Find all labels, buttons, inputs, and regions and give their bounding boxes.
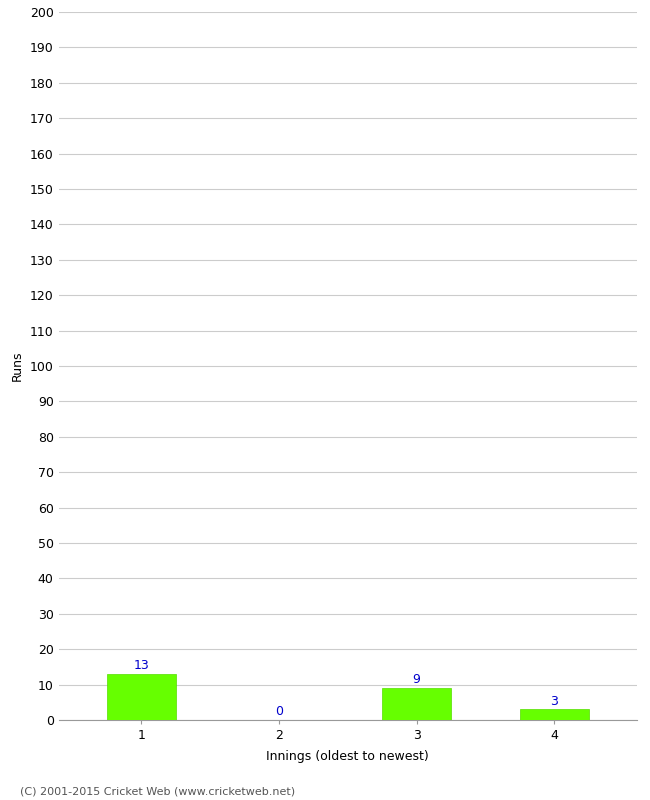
Text: 9: 9	[413, 674, 421, 686]
Text: 0: 0	[275, 706, 283, 718]
Bar	[520, 710, 589, 720]
Text: (C) 2001-2015 Cricket Web (www.cricketweb.net): (C) 2001-2015 Cricket Web (www.cricketwe…	[20, 786, 294, 796]
Text: 3: 3	[551, 694, 558, 708]
Text: 13: 13	[133, 659, 149, 672]
Bar	[107, 674, 176, 720]
Y-axis label: Runs: Runs	[11, 350, 24, 382]
X-axis label: Innings (oldest to newest): Innings (oldest to newest)	[266, 750, 429, 763]
Bar	[382, 688, 451, 720]
